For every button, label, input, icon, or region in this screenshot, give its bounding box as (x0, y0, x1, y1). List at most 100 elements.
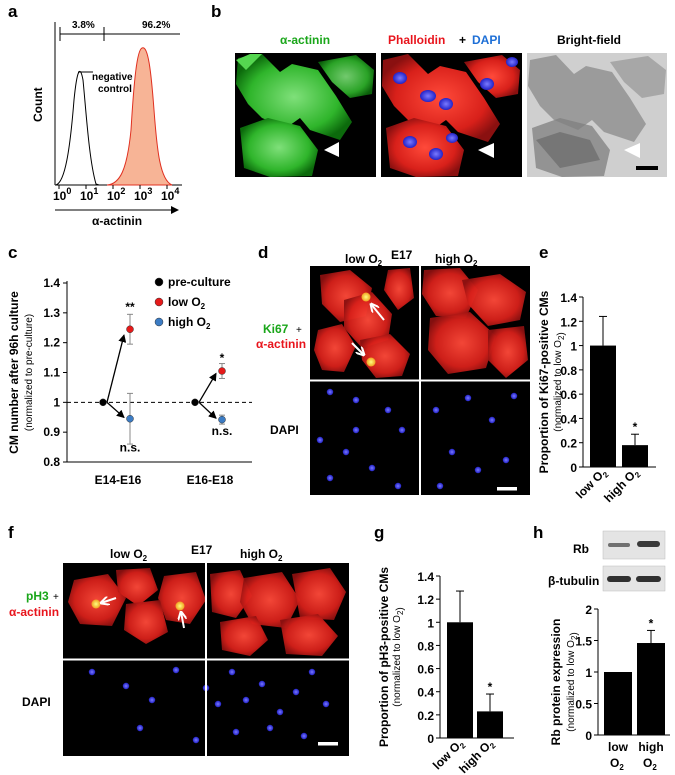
c-y-tick-label: 0.9 (43, 425, 60, 439)
micrograph-positive-nucleus (175, 601, 185, 611)
title-phalloidin: Phalloidin (388, 33, 445, 47)
micrograph-arrow (351, 342, 364, 355)
c-transition-arrow (198, 372, 217, 403)
c-legend-swatch (154, 277, 164, 287)
g-category-label-sub: 2 (488, 741, 498, 751)
micrograph-nucleus (326, 388, 334, 396)
micrograph-cell (428, 312, 496, 374)
e-y-label-2-sub: 2 (557, 335, 566, 340)
blot-label-tubulin: β-tubulin (548, 574, 599, 588)
western-blot-rb (602, 530, 666, 560)
histogram-tick-exp: 3 (147, 186, 152, 196)
f-dapi-label: DAPI (22, 695, 51, 709)
c-y-tick-label: 1.1 (43, 366, 60, 380)
e-y-tick-label: 0.2 (560, 437, 577, 451)
e-bar (590, 345, 616, 467)
micrograph-nucleus (502, 456, 510, 464)
histogram-tick-exp: 0 (66, 186, 71, 196)
micrograph-arrow (371, 304, 385, 321)
micrograph-scale-bar (497, 487, 517, 491)
histogram-tick-base: 10 (53, 189, 67, 203)
micrograph-nucleus (258, 680, 266, 688)
e-category-label-sub: 2 (601, 470, 611, 480)
g-category-label-sub: 2 (458, 741, 468, 751)
panel-letter-f: f (8, 523, 14, 542)
panel-letter-a: a (8, 2, 18, 21)
f-marker-ph3: pH3 (26, 589, 49, 603)
c-transition-arrow (106, 334, 127, 403)
micrograph-cell (240, 572, 300, 628)
blot-label-rb: Rb (573, 542, 589, 556)
title-dapi: DAPI (472, 33, 501, 47)
e-y-tick-label: 0.6 (560, 388, 577, 402)
c-transition-arrow (106, 401, 125, 419)
c-data-point (218, 367, 226, 375)
h-y-label-2-sub: 2 (570, 635, 579, 640)
c-legend-swatch (154, 317, 164, 327)
h-category-label: high (638, 740, 663, 754)
micrograph-nucleus (122, 682, 130, 690)
micrograph-nucleus (266, 724, 274, 732)
ph3-micrographs (63, 563, 349, 756)
g-y-tick-label: 0 (427, 732, 434, 746)
histogram-tick-base: 10 (80, 189, 94, 203)
micrograph-cell (360, 334, 410, 378)
c-annotation: ** (125, 300, 135, 314)
h-category-label-2-sub: 2 (619, 763, 624, 772)
histogram-tick-label: 100 (53, 186, 71, 203)
d-marker-ki67: Ki67 (263, 322, 289, 336)
h-y-label-2: (normalized to low O2) (566, 632, 580, 732)
e-y-tick-label: 0.8 (560, 364, 577, 378)
e-y-label-2-part: (normalized to low O (553, 340, 564, 432)
micrograph-cell (292, 568, 346, 620)
micrograph-cell (158, 572, 206, 624)
micrograph-nucleus (352, 396, 360, 404)
g-y-tick-label: 0.2 (417, 709, 434, 723)
c-legend-label-sub: 2 (201, 302, 206, 311)
g-y-label-2-part: (normalized to low O (392, 615, 403, 707)
c-y-label-2-part: (normalized to pre-culture) (24, 314, 35, 431)
c-y-tick-label: 1.2 (43, 336, 60, 350)
e-y-label: Proportion of Ki67-positive CMs (537, 290, 551, 473)
micrograph-nucleus (136, 724, 144, 732)
e-y-label-2-part: ) (556, 332, 567, 335)
panel-letter-b: b (211, 2, 221, 21)
c-legend-swatch (154, 297, 164, 307)
h-y-tick-label: 2 (585, 603, 592, 617)
histogram-tick-label: 104 (161, 186, 179, 203)
micrograph-nucleus (308, 668, 316, 676)
d-low-label: low O2 (345, 252, 383, 268)
scale-bar-b (636, 166, 658, 170)
c-y-tick-label: 1 (53, 395, 60, 409)
g-y-tick-label: 1.4 (417, 570, 434, 584)
micrograph-nucleus (232, 728, 240, 736)
f-high-label: high O2 (240, 547, 283, 563)
c-legend-label: pre-culture (168, 275, 231, 289)
histogram-tick-label: 101 (80, 186, 98, 203)
g-category-label: high O2 (456, 736, 498, 775)
g-y-tick-label: 0.6 (417, 663, 434, 677)
g-y-label-2-part: ) (395, 607, 406, 610)
brightfield-image (527, 53, 667, 177)
panel-letter-g: g (374, 523, 384, 542)
g-y-tick-label: 1.2 (417, 593, 434, 607)
h-y-label: Rb protein expression (549, 619, 563, 746)
h-category-label: low (608, 740, 629, 754)
h-y-label-2-part: ) (569, 632, 580, 635)
g-y-label-2-sub: 2 (396, 610, 405, 615)
h-bar (637, 643, 665, 735)
panel-letter-c: c (8, 243, 17, 262)
c-legend-label-part: low O (168, 295, 201, 309)
phalloidin-image (381, 53, 522, 177)
c-y-tick-label: 1.4 (43, 276, 60, 290)
micrograph-nucleus (326, 474, 334, 482)
micrograph-nucleus (214, 700, 222, 708)
gate-left-percent: 3.8% (72, 20, 95, 31)
c-y-label-2: (normalized to pre-culture) (24, 314, 35, 431)
micrograph-cell (488, 326, 528, 378)
d-dapi-label: DAPI (270, 423, 299, 437)
micrograph-scale-bar (318, 742, 338, 746)
micrograph-positive-nucleus (91, 599, 101, 609)
